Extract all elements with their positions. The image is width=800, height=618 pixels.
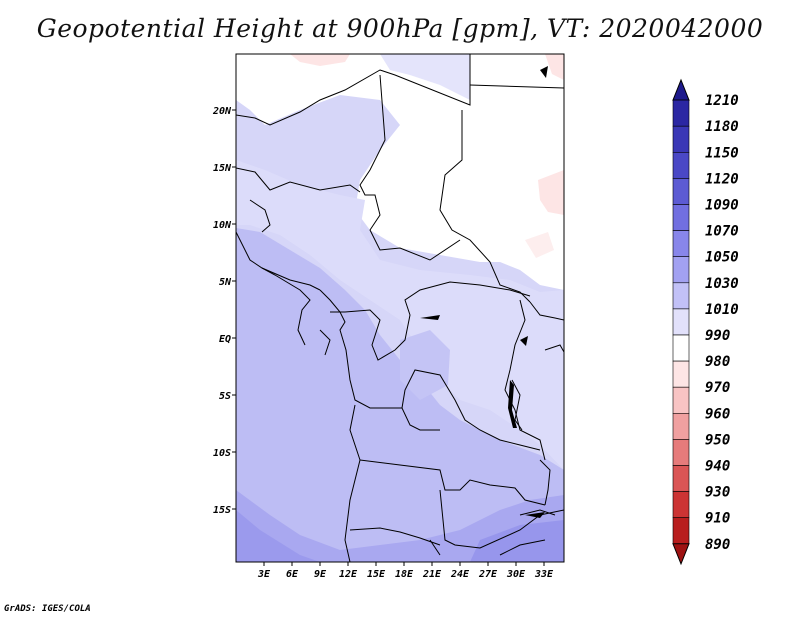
colorbar-label: 1120 [705,171,739,187]
colorbar-swatch [672,308,690,336]
colorbar-label: 930 [705,485,730,501]
lat-label: 15S [213,505,231,516]
field-medium-zone [236,228,564,562]
colorbar: 1210 1180 1150 1120 1090 1070 1050 1030 1010 990 9… [672,78,739,566]
colorbar-swatch [672,230,690,258]
footer-credit: GrADS: IGES/COLA [4,604,91,614]
colorbar-label: 940 [705,459,730,475]
colorbar-label: 970 [705,380,730,396]
colorbar-swatch [672,465,690,492]
field-darker-se [470,520,564,562]
lon-label: 18E [395,569,414,580]
colorbar-swatch [672,491,690,519]
field-darker-sw [236,510,320,562]
colorbar-label: 1090 [705,198,739,214]
lon-label: 15E [367,569,386,580]
lat-ticks [232,109,236,510]
colorbar-swatch [672,412,690,440]
lon-label: 27E [478,569,498,580]
colorbar-label: 980 [705,354,730,370]
colorbar-label: 1210 [705,93,739,109]
page-title: Geopotential Height at 900hPa [gpm], VT:… [36,14,764,43]
field-medium-patch [400,330,450,400]
field-pink-north [290,54,350,66]
field-pink-ne [545,54,564,80]
lon-label: 9E [314,569,327,580]
colorbar-swatch [672,204,690,231]
colorbar-swatch [672,517,690,545]
lon-label: 6E [286,569,299,580]
lon-label: 21E [422,569,442,580]
colorbar-label: 1050 [705,250,739,266]
lakes [420,66,548,518]
colorbar-label: 950 [705,432,730,448]
colorbar-label: 1150 [705,145,739,161]
lat-label: 15N [213,163,232,174]
lat-label: 10S [213,448,231,459]
field-light-zone [380,54,470,100]
map-frame [235,53,565,563]
field-pink-east [538,170,564,215]
field-white-zone [236,54,564,290]
lat-label: EQ [219,334,231,345]
field-pink-east-2 [525,232,554,258]
lat-label: 10N [213,220,232,231]
colorbar-label: 990 [705,328,730,344]
colorbar-swatch [672,282,690,310]
lon-ticks [263,562,545,566]
borders [236,54,564,562]
colorbar-swatch [672,386,690,414]
colorbar-swatch [672,439,690,466]
colorbar-swatch [672,125,690,153]
lat-axis: 20N 15N 10N 5N EQ 5S 10S 15S [212,106,232,516]
colorbar-swatch [672,334,690,362]
colorbar-swatch [672,99,690,127]
colorbar-swatch [672,152,690,179]
colorbar-arrow-bottom [672,543,690,566]
colorbar-label: 1180 [705,119,739,135]
lon-label: 33E [534,569,554,580]
lat-label: 5S [219,391,231,402]
lon-label: 24E [450,569,470,580]
map-fill [236,54,564,562]
colorbar-label: 1030 [705,276,739,292]
field-lavender-center [236,160,564,470]
colorbar-swatch [672,178,690,205]
colorbar-label: 1070 [705,224,739,240]
lon-label: 3E [257,569,271,580]
lon-axis: 3E 6E 9E 12E 15E 18E 21E 24E 27E 30E 33E [257,569,554,580]
colorbar-label: 1010 [705,302,739,318]
colorbar-arrow-top [672,78,690,101]
colorbar-label: 910 [705,511,730,527]
colorbar-label: 960 [705,406,730,422]
colorbar-label: 890 [705,537,730,553]
lat-label: 20N [212,106,232,117]
lon-label: 30E [506,569,526,580]
colorbar-swatch [672,256,690,284]
lat-label: 5N [219,277,232,288]
colorbar-swatch [672,360,690,388]
lon-label: 12E [339,569,358,580]
